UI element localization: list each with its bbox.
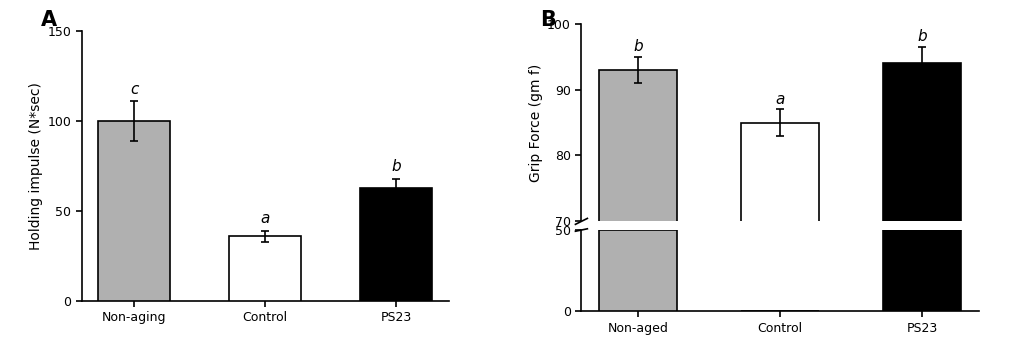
Text: b: b	[391, 159, 400, 174]
Bar	[360, 188, 432, 301]
Text: a: a	[774, 92, 785, 107]
Bar	[98, 121, 170, 301]
Text: c: c	[130, 82, 139, 97]
Text: A: A	[41, 10, 57, 30]
Text: a: a	[260, 211, 270, 226]
Text: b: b	[916, 29, 926, 44]
Bar	[741, 122, 818, 346]
Bar	[882, 230, 960, 311]
Text: B: B	[540, 10, 556, 30]
Y-axis label: Holding impulse (N*sec): Holding impulse (N*sec)	[30, 82, 43, 250]
Y-axis label: Grip Force (gm f): Grip Force (gm f)	[529, 63, 542, 182]
Bar	[599, 230, 677, 311]
Text: b: b	[633, 39, 643, 54]
Bar	[229, 236, 301, 301]
Bar	[882, 63, 960, 346]
Bar	[599, 70, 677, 346]
